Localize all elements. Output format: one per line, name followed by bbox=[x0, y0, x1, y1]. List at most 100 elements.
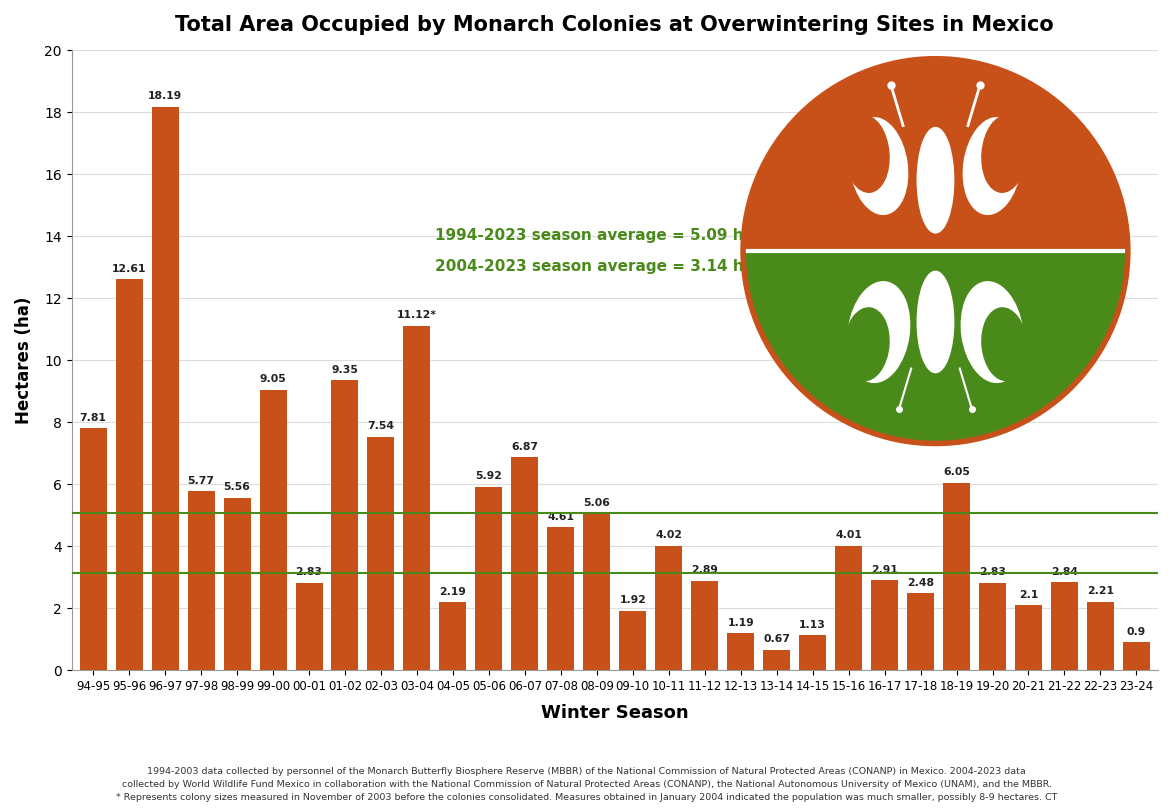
Ellipse shape bbox=[963, 117, 1021, 215]
Ellipse shape bbox=[815, 258, 925, 399]
Text: C: C bbox=[867, 94, 881, 109]
Bar bbox=[1051, 582, 1078, 670]
Text: a: a bbox=[801, 345, 813, 356]
Bar bbox=[583, 514, 610, 670]
Text: O: O bbox=[1049, 137, 1066, 154]
Text: u: u bbox=[1064, 338, 1076, 349]
Bar bbox=[691, 581, 718, 670]
Bar bbox=[224, 498, 251, 670]
X-axis label: Winter Season: Winter Season bbox=[541, 704, 689, 722]
Wedge shape bbox=[743, 251, 1128, 444]
Text: 2.83: 2.83 bbox=[296, 567, 323, 577]
Text: a: a bbox=[913, 407, 921, 419]
Ellipse shape bbox=[845, 116, 889, 192]
Text: 7.54: 7.54 bbox=[367, 421, 394, 431]
Bar bbox=[404, 326, 430, 670]
Bar bbox=[511, 458, 538, 670]
Text: r: r bbox=[795, 339, 807, 348]
Ellipse shape bbox=[848, 282, 909, 382]
Text: 2004-2023 season average = 3.14 ha: 2004-2023 season average = 3.14 ha bbox=[435, 258, 754, 274]
Text: 9.35: 9.35 bbox=[332, 365, 359, 375]
Ellipse shape bbox=[982, 308, 1026, 381]
Text: i: i bbox=[1040, 367, 1050, 377]
Text: d: d bbox=[1069, 330, 1082, 341]
Bar bbox=[116, 279, 143, 670]
Text: 2.21: 2.21 bbox=[1087, 586, 1114, 596]
Text: 2.89: 2.89 bbox=[691, 565, 718, 575]
Text: s: s bbox=[950, 407, 957, 419]
Text: 2.84: 2.84 bbox=[1051, 567, 1078, 577]
Text: 5.56: 5.56 bbox=[224, 483, 251, 492]
Text: a: a bbox=[1052, 352, 1064, 364]
Text: n: n bbox=[958, 407, 968, 417]
Bar bbox=[835, 546, 862, 670]
Text: C: C bbox=[990, 94, 1004, 109]
Text: H: H bbox=[891, 87, 904, 101]
Text: C: C bbox=[976, 402, 986, 413]
Bar bbox=[188, 492, 215, 670]
Text: 4.61: 4.61 bbox=[548, 512, 575, 522]
Ellipse shape bbox=[982, 116, 1026, 192]
Text: 2.83: 2.83 bbox=[979, 567, 1006, 577]
Text: 1994-2023 season average = 5.09 ha: 1994-2023 season average = 5.09 ha bbox=[435, 228, 754, 242]
Text: 5.92: 5.92 bbox=[475, 471, 502, 481]
Bar bbox=[872, 580, 899, 670]
Text: r: r bbox=[933, 409, 938, 420]
Bar bbox=[259, 390, 286, 670]
Text: A: A bbox=[823, 119, 840, 136]
Text: R: R bbox=[827, 371, 839, 384]
Text: E: E bbox=[1073, 322, 1085, 333]
Bar bbox=[440, 603, 467, 670]
Bar bbox=[656, 546, 683, 670]
Text: 11.12*: 11.12* bbox=[396, 310, 436, 320]
Bar bbox=[1015, 605, 1042, 670]
Text: c: c bbox=[1058, 346, 1070, 356]
Bar bbox=[151, 107, 178, 670]
Bar bbox=[475, 487, 502, 670]
Bar bbox=[799, 635, 826, 670]
Text: T: T bbox=[967, 87, 978, 101]
Text: O: O bbox=[789, 157, 807, 174]
Text: n: n bbox=[1025, 377, 1037, 390]
Text: 0.9: 0.9 bbox=[1127, 627, 1146, 637]
Text: 1.92: 1.92 bbox=[619, 595, 646, 605]
Text: n: n bbox=[876, 399, 886, 411]
Text: 9.05: 9.05 bbox=[259, 374, 286, 384]
Text: 5.06: 5.06 bbox=[583, 498, 610, 508]
Text: o: o bbox=[886, 402, 894, 413]
Ellipse shape bbox=[945, 258, 1056, 399]
Bar bbox=[332, 381, 359, 670]
Ellipse shape bbox=[917, 271, 954, 373]
Ellipse shape bbox=[818, 104, 924, 245]
Ellipse shape bbox=[947, 104, 1053, 245]
Text: •: • bbox=[1002, 392, 1012, 403]
Text: 12.61: 12.61 bbox=[111, 264, 147, 274]
Text: •: • bbox=[850, 387, 861, 399]
Ellipse shape bbox=[845, 308, 889, 381]
Wedge shape bbox=[743, 58, 1128, 251]
Text: t: t bbox=[904, 407, 911, 417]
Text: e: e bbox=[820, 365, 832, 377]
Y-axis label: Hectares (ha): Hectares (ha) bbox=[15, 296, 33, 424]
Bar bbox=[979, 582, 1006, 670]
Bar bbox=[727, 633, 754, 670]
Text: G: G bbox=[1076, 181, 1092, 195]
Bar bbox=[1123, 642, 1150, 670]
Bar bbox=[80, 428, 107, 670]
Ellipse shape bbox=[850, 117, 908, 215]
Text: 7.81: 7.81 bbox=[80, 412, 107, 423]
Text: 18.19: 18.19 bbox=[148, 91, 182, 101]
Text: W: W bbox=[915, 83, 930, 97]
Text: 1.19: 1.19 bbox=[727, 618, 754, 628]
Text: 2.19: 2.19 bbox=[440, 586, 467, 597]
Text: M: M bbox=[778, 179, 795, 197]
Text: A: A bbox=[942, 83, 954, 97]
Ellipse shape bbox=[917, 128, 954, 233]
Text: s: s bbox=[813, 360, 825, 371]
Text: 1.13: 1.13 bbox=[799, 620, 826, 629]
Bar bbox=[1087, 602, 1114, 670]
Text: e: e bbox=[941, 409, 948, 419]
Text: 1994-2003 data collected by personnel of the Monarch Butterfly Biosphere Reserve: 1994-2003 data collected by personnel of… bbox=[116, 766, 1057, 802]
Bar bbox=[367, 437, 394, 670]
Bar bbox=[619, 611, 646, 670]
